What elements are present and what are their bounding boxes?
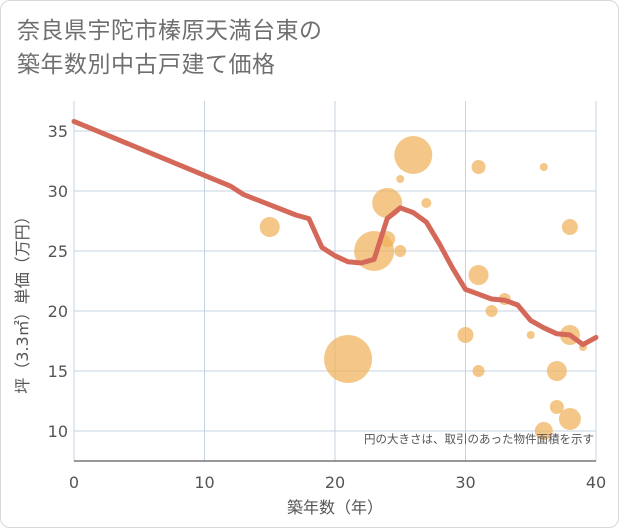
x-axis-label: 築年数（年）	[287, 498, 383, 517]
data-point	[372, 188, 403, 218]
data-point	[396, 175, 405, 183]
data-point	[526, 331, 535, 339]
data-point	[534, 422, 553, 440]
x-tick-label: 30	[455, 473, 475, 492]
data-point	[468, 265, 489, 285]
data-point	[421, 198, 432, 208]
x-tick-label: 10	[194, 473, 214, 492]
data-point	[561, 219, 578, 235]
data-point	[259, 217, 280, 237]
data-point	[394, 245, 407, 257]
size-note: 円の大きさは、取引のあった物件面積を示す	[364, 432, 594, 446]
y-tick-label: 15	[48, 362, 68, 381]
y-tick-label: 25	[48, 242, 68, 261]
data-point	[546, 361, 567, 381]
chart-title-line-2: 築年数別中古戸建て価格	[17, 52, 276, 78]
grid-lines	[73, 101, 597, 461]
data-point	[558, 408, 581, 430]
x-tick-labels: 0 10 20 30 40	[69, 473, 606, 492]
x-tick-label: 20	[325, 473, 345, 492]
y-tick-label: 35	[48, 122, 68, 141]
data-point	[549, 400, 564, 414]
data-point	[485, 305, 498, 317]
x-tick-label: 40	[586, 473, 606, 492]
data-point	[324, 335, 373, 383]
y-tick-labels: 10 15 20 25 30 35	[48, 122, 68, 441]
chart-title: 奈良県宇陀市榛原天満台東の 築年数別中古戸建て価格	[17, 14, 537, 82]
x-tick-label: 0	[69, 473, 79, 492]
y-tick-label: 30	[48, 182, 68, 201]
y-axis-label: 坪（3.3㎡）単価（万円）	[13, 208, 32, 393]
trend-line	[71, 118, 599, 348]
data-point	[394, 136, 433, 174]
y-tick-label: 20	[48, 302, 68, 321]
data-point	[457, 327, 474, 343]
data-point	[471, 160, 486, 174]
chart-title-line-1: 奈良県宇陀市榛原天満台東の	[17, 18, 323, 44]
data-point	[472, 365, 485, 377]
data-point	[539, 163, 548, 171]
y-tick-label: 10	[48, 422, 68, 441]
